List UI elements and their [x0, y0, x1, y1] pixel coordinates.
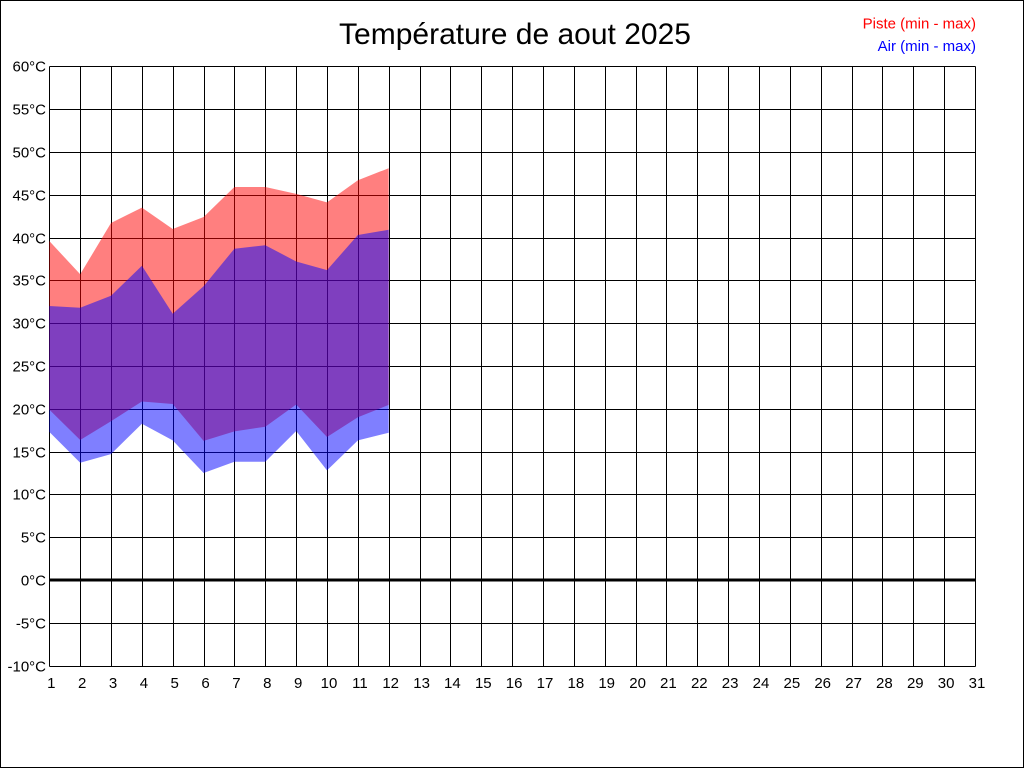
svg-text:21: 21 [660, 675, 677, 692]
svg-text:Air (min - max): Air (min - max) [878, 38, 976, 55]
svg-text:3: 3 [109, 675, 117, 692]
svg-text:25: 25 [784, 675, 801, 692]
svg-text:Température de aout 2025: Température de aout 2025 [339, 18, 691, 51]
svg-text:15°C: 15°C [12, 445, 46, 462]
svg-text:5°C: 5°C [21, 530, 46, 547]
svg-text:Piste (min - max): Piste (min - max) [863, 16, 976, 33]
svg-text:55°C: 55°C [12, 102, 46, 119]
svg-text:14: 14 [444, 675, 461, 692]
svg-text:30: 30 [938, 675, 955, 692]
svg-text:13: 13 [413, 675, 430, 692]
svg-text:23: 23 [722, 675, 739, 692]
svg-text:11: 11 [352, 675, 368, 692]
svg-text:10: 10 [321, 675, 338, 692]
svg-text:31: 31 [969, 675, 986, 692]
svg-text:16: 16 [506, 675, 523, 692]
svg-text:22: 22 [691, 675, 708, 692]
svg-text:60°C: 60°C [12, 59, 46, 76]
svg-text:4: 4 [140, 675, 148, 692]
svg-text:18: 18 [568, 675, 585, 692]
svg-text:2: 2 [78, 675, 86, 692]
svg-text:17: 17 [537, 675, 554, 692]
svg-text:-10°C: -10°C [7, 659, 46, 676]
svg-text:25°C: 25°C [12, 359, 46, 376]
svg-text:29: 29 [907, 675, 924, 692]
svg-text:8: 8 [263, 675, 271, 692]
svg-text:28: 28 [876, 675, 893, 692]
svg-text:6: 6 [201, 675, 209, 692]
svg-text:20: 20 [629, 675, 646, 692]
svg-text:24: 24 [753, 675, 770, 692]
svg-text:50°C: 50°C [12, 145, 46, 162]
svg-text:7: 7 [232, 675, 240, 692]
svg-text:12: 12 [382, 675, 399, 692]
svg-text:40°C: 40°C [12, 231, 46, 248]
svg-text:26: 26 [814, 675, 831, 692]
svg-text:1: 1 [47, 675, 55, 692]
svg-text:-5°C: -5°C [16, 616, 46, 633]
svg-text:30°C: 30°C [12, 316, 46, 333]
svg-text:45°C: 45°C [12, 188, 46, 205]
svg-text:19: 19 [598, 675, 615, 692]
svg-text:9: 9 [294, 675, 302, 692]
svg-text:20°C: 20°C [12, 402, 46, 419]
svg-text:15: 15 [475, 675, 492, 692]
svg-text:0°C: 0°C [21, 573, 46, 590]
svg-text:5: 5 [171, 675, 179, 692]
svg-text:27: 27 [845, 675, 862, 692]
svg-text:10°C: 10°C [12, 487, 46, 504]
svg-text:35°C: 35°C [12, 273, 46, 290]
